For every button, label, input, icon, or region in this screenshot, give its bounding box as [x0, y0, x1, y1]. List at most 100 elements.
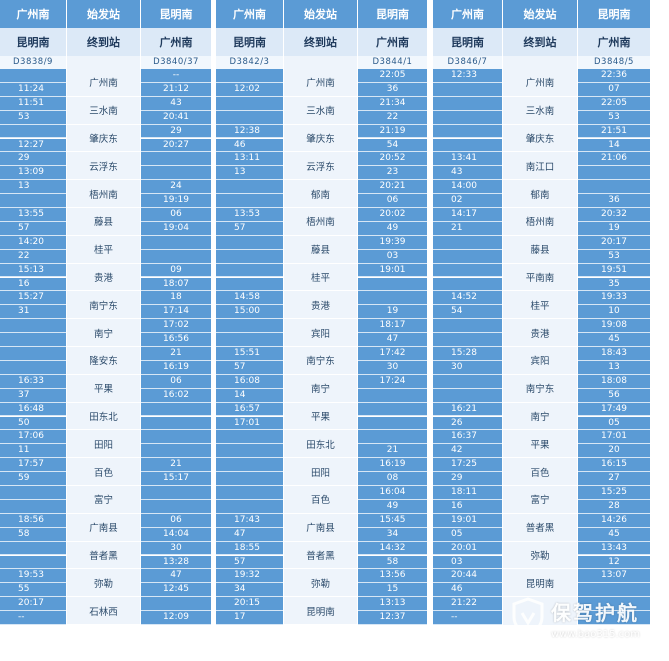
time-cell: 21:51 — [578, 124, 650, 139]
column-header: 广州南 — [0, 0, 66, 28]
time-cell: 22:05 — [358, 69, 427, 83]
time-cell: 19:32 — [216, 569, 283, 584]
time-cell: 11:51 — [0, 96, 66, 111]
time-cell — [216, 235, 283, 250]
time-cell: 22:36 — [578, 69, 650, 83]
time-cell: 15:25 — [578, 486, 650, 500]
time-cell — [0, 541, 66, 556]
station-name: 梧州南 — [284, 208, 357, 236]
time-cell: 15:27 — [0, 291, 66, 306]
time-cell: 16:19 — [141, 360, 211, 375]
time-cell: 50 — [0, 416, 66, 431]
column-subheader: 昆明南 — [216, 28, 283, 56]
time-cell: 12:38 — [216, 124, 283, 139]
time-cell: 12:37 — [358, 611, 427, 625]
time-cell — [216, 319, 283, 334]
time-cell: 17:14 — [141, 305, 211, 320]
column-subheader: 终到站 — [503, 28, 577, 56]
time-cell: 07 — [578, 82, 650, 97]
time-cell: 59 — [0, 472, 66, 486]
time-cell: 22:05 — [578, 96, 650, 111]
time-cell: 19:01 — [358, 263, 427, 278]
watermark: 保驾护航 www.bao315.com — [511, 597, 661, 655]
station-name: 南宁东 — [503, 375, 577, 403]
column-subheader: 广州南 — [578, 28, 650, 56]
time-cell: 16:33 — [0, 374, 66, 389]
column-subheader: 终到站 — [284, 28, 357, 56]
time-cell — [578, 597, 650, 612]
time-cell: 19:51 — [578, 263, 650, 278]
time-cell — [433, 319, 502, 334]
time-cell: 20 — [578, 444, 650, 459]
station-name: 藤县 — [503, 236, 577, 264]
column-subheader: 昆明南 — [433, 28, 502, 56]
time-cell: 21 — [141, 458, 211, 473]
column-3-3: 昆明南 广州南 D3848/5 22:36 07 22:05 53 21:51 14 21:06 3… — [578, 0, 650, 625]
station-name: 三水南 — [67, 97, 140, 125]
time-cell: 55 — [0, 583, 66, 598]
time-cell — [0, 69, 66, 83]
train-number: D3842/3 — [216, 56, 283, 69]
column-1-1: 广州南 昆明南 D3838/9 11:24 11:51 53 12:27 29 13:09 13 1… — [0, 0, 66, 625]
time-cell: 18:17 — [358, 319, 427, 334]
time-cell: 18:07 — [141, 277, 211, 292]
time-cell: 13 — [578, 360, 650, 375]
station-name: 弥勒 — [284, 569, 357, 598]
time-cell — [433, 124, 502, 139]
time-cell: 03 — [433, 555, 502, 570]
station-name: 南宁 — [503, 403, 577, 431]
train-number: D3846/7 — [433, 56, 502, 69]
time-cell: 20:52 — [358, 152, 427, 167]
time-cell — [216, 472, 283, 486]
time-cell: 58 — [358, 555, 427, 570]
time-cell: 56 — [578, 388, 650, 403]
time-cell: 08 — [358, 472, 427, 486]
time-cell: 14:32 — [358, 541, 427, 556]
time-cell: 19:08 — [578, 319, 650, 334]
column-header: 昆明南 — [578, 0, 650, 28]
time-cell: 19:33 — [578, 291, 650, 306]
time-cell: 06 — [141, 208, 211, 222]
time-cell: 13:07 — [578, 569, 650, 584]
time-cell — [216, 277, 283, 292]
time-cell: 53 — [578, 249, 650, 264]
time-cell: 22 — [0, 249, 66, 264]
time-cell: 14 — [578, 138, 650, 153]
time-cell: 17:57 — [0, 458, 66, 473]
time-cell — [0, 194, 66, 208]
station-name: 肇庆东 — [67, 125, 140, 153]
time-cell: 17:43 — [216, 513, 283, 528]
time-cell: 20:17 — [578, 235, 650, 250]
train-number: D3838/9 — [0, 56, 66, 69]
train-number: D3844/1 — [358, 56, 427, 69]
time-cell: 13:11 — [216, 152, 283, 167]
time-cell: 34 — [216, 583, 283, 598]
time-cell: 47 — [141, 569, 211, 584]
time-cell: 16:48 — [0, 402, 66, 417]
time-cell — [433, 374, 502, 389]
time-cell: 53 — [578, 110, 650, 125]
time-cell — [358, 402, 427, 417]
station-name: 郁南 — [503, 180, 577, 208]
station-list: 广州南 三水南 肇庆东 云浮东 梧州南 藤县 桂平 贵港 南宁东 南宁 隆安东 平果 田东北 田阳 百色 富宁… — [67, 56, 140, 625]
time-cell — [216, 194, 283, 208]
time-cell: 45 — [578, 333, 650, 347]
time-cell: 17:24 — [358, 374, 427, 389]
station-name: 南宁 — [67, 319, 140, 347]
time-cell — [216, 333, 283, 347]
time-cell: 12:45 — [141, 583, 211, 598]
time-cell: 54 — [433, 305, 502, 320]
time-cell: 14:17 — [433, 208, 502, 222]
time-cell: 17:02 — [141, 319, 211, 334]
station-name: 广南县 — [284, 514, 357, 542]
time-cell — [216, 96, 283, 111]
station-name: 广州南 — [67, 69, 140, 97]
station-name: 普者黑 — [284, 542, 357, 570]
time-cell: 18:43 — [578, 347, 650, 361]
station-name: 宾阳 — [284, 319, 357, 347]
time-cell: 16 — [0, 277, 66, 292]
time-cell: 36 — [578, 194, 650, 208]
train-number: D3848/5 — [578, 56, 650, 69]
time-cell: 54 — [358, 138, 427, 153]
station-name: 田阳 — [284, 458, 357, 486]
